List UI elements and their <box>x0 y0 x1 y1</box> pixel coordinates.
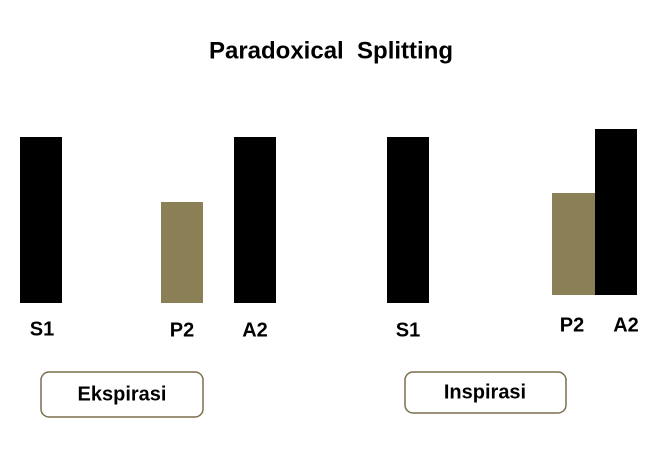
a2-bar <box>595 129 637 295</box>
p2-bar <box>552 193 595 295</box>
s1-label: S1 <box>30 318 54 340</box>
p2-label: P2 <box>170 319 194 341</box>
a2-label: A2 <box>242 319 268 341</box>
inspiration-button <box>404 371 567 414</box>
p2-label: P2 <box>560 314 584 336</box>
a2-bar <box>234 137 276 303</box>
expiration-button <box>40 371 204 418</box>
inspiration-button-label: Inspirasi <box>444 381 526 403</box>
s1-bar <box>387 137 429 303</box>
p2-bar <box>161 202 203 303</box>
expiration-button-label: Ekspirasi <box>78 383 167 405</box>
s1-bar <box>20 137 62 303</box>
a2-label: A2 <box>613 314 639 336</box>
s1-label: S1 <box>396 319 420 341</box>
title: Paradoxical Splitting <box>209 37 453 64</box>
